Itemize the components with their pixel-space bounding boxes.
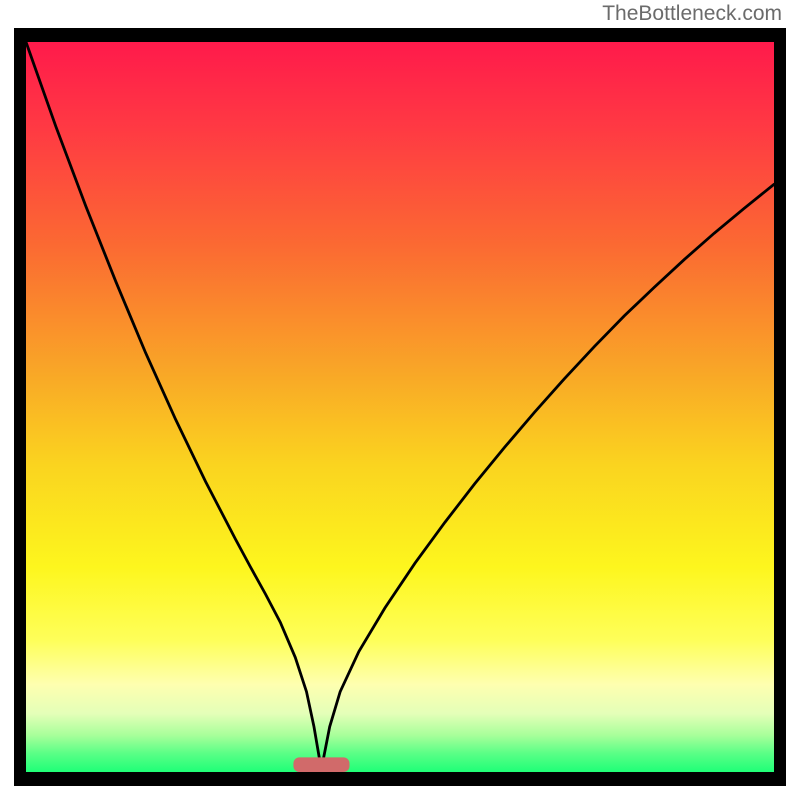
watermark-text: TheBottleneck.com [602, 2, 782, 26]
minimum-marker [293, 757, 349, 772]
gradient-background [26, 42, 774, 772]
chart-frame [14, 28, 786, 786]
chart-svg [26, 42, 774, 772]
bottleneck-chart: TheBottleneck.com [0, 0, 800, 800]
